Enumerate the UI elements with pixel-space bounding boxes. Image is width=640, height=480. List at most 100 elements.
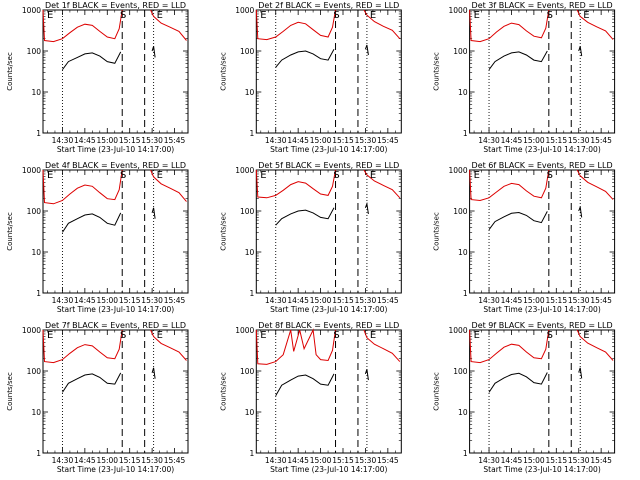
x-tick-label: 15:30: [355, 456, 377, 465]
x-tick-label: 15:45: [377, 456, 399, 465]
plot-frame: [469, 9, 616, 134]
plot-frame: [255, 169, 402, 294]
lld-series-line: [469, 9, 550, 43]
detector-panel: Det 7f BLACK = Events, RED = LLD 1 10 100 10…: [6, 321, 189, 474]
flag-annotation: S: [333, 170, 339, 181]
events-series-line: [151, 367, 156, 379]
x-tick-label: 14:30: [478, 296, 500, 305]
panel-title: Det 4f BLACK = Events, RED = LLD: [45, 161, 186, 170]
y-axis-label: Counts/sec: [433, 212, 441, 251]
x-axis-title: Start Time (23-Jul-10 14:17:00): [483, 305, 600, 314]
x-tick-label: 15:00: [96, 456, 118, 465]
x-tick-label: 15:30: [355, 296, 377, 305]
x-tick-label: 15:45: [590, 296, 612, 305]
x-tick-label: 14:45: [74, 456, 96, 465]
flag-annotation: S: [547, 170, 553, 181]
flag-annotation: E: [157, 330, 163, 341]
panel-title: Det 9f BLACK = Events, RED = LLD: [472, 321, 613, 330]
flag-annotation: S: [333, 330, 339, 341]
y-tick-label: 10: [458, 248, 468, 257]
detector-panel: Det 6f BLACK = Events, RED = LLD 1 10 100 10…: [433, 161, 616, 314]
events-series-line: [275, 49, 335, 68]
flag-annotation: E: [157, 170, 163, 181]
x-tick-label: 15:45: [590, 456, 612, 465]
lld-series-line: [42, 169, 123, 205]
x-axis-title: Start Time (23-Jul-10 14:17:00): [270, 465, 387, 474]
x-axis-title: Start Time (23-Jul-10 14:17:00): [57, 145, 174, 154]
x-tick-label: 14:45: [74, 296, 96, 305]
x-tick-label: 15:15: [332, 456, 354, 465]
events-series-line: [578, 46, 583, 57]
x-tick-label: 15:15: [332, 136, 354, 145]
y-tick-label: 1000: [449, 166, 468, 175]
events-series-line: [578, 206, 583, 218]
x-tick-label: 15:45: [164, 296, 186, 305]
x-tick-label: 15:45: [164, 136, 186, 145]
detector-panel: Det 9f BLACK = Events, RED = LLD 1 10 100 10…: [433, 321, 616, 474]
y-tick-label: 1000: [22, 326, 41, 335]
plot-frame: [255, 9, 402, 134]
x-tick-label: 15:15: [332, 296, 354, 305]
detector-panel: Det 8f BLACK = Events, RED = LLD 1 10 100 10…: [219, 321, 402, 474]
x-tick-label: 15:15: [545, 136, 567, 145]
lld-series-line: [576, 169, 614, 200]
lld-series-line: [42, 9, 123, 43]
x-tick-label: 14:30: [265, 456, 287, 465]
y-tick-label: 100: [453, 367, 468, 376]
x-tick-label: 15:30: [141, 456, 163, 465]
events-series-line: [364, 201, 369, 214]
x-tick-label: 15:00: [523, 296, 545, 305]
events-series-line: [488, 50, 548, 70]
y-tick-label: 10: [31, 408, 41, 417]
plot-frame: [42, 169, 189, 294]
y-tick-label: 1: [36, 449, 41, 458]
x-tick-label: 15:15: [119, 136, 141, 145]
flag-annotation: E: [474, 330, 480, 341]
y-tick-label: 10: [245, 408, 255, 417]
x-tick-label: 15:00: [310, 456, 332, 465]
x-tick-label: 15:45: [377, 136, 399, 145]
flag-annotation: E: [260, 10, 266, 21]
x-tick-label: 15:30: [568, 136, 590, 145]
x-tick-label: 15:30: [141, 136, 163, 145]
plot-frame: [42, 329, 189, 454]
flag-annotation: E: [370, 10, 376, 21]
flag-annotation: S: [120, 170, 126, 181]
x-axis-title: Start Time (23-Jul-10 14:17:00): [270, 145, 387, 154]
x-tick-label: 14:45: [501, 296, 523, 305]
y-tick-label: 10: [31, 88, 41, 97]
x-tick-label: 15:45: [590, 136, 612, 145]
flag-annotation: E: [157, 10, 163, 21]
y-tick-label: 100: [240, 207, 255, 216]
y-tick-label: 100: [240, 47, 255, 56]
y-tick-label: 1000: [22, 6, 41, 15]
flag-annotation: E: [260, 330, 266, 341]
y-tick-label: 1: [463, 289, 468, 298]
y-tick-label: 1: [250, 289, 255, 298]
x-tick-label: 14:45: [501, 456, 523, 465]
events-series-line: [151, 46, 156, 58]
x-tick-label: 15:45: [377, 296, 399, 305]
flag-annotation: E: [583, 330, 589, 341]
y-axis-label: Counts/sec: [6, 212, 14, 251]
y-tick-label: 100: [27, 367, 42, 376]
flag-annotation: E: [47, 330, 53, 341]
panel-title: Det 7f BLACK = Events, RED = LLD: [45, 321, 186, 330]
panel-title: Det 3f BLACK = Events, RED = LLD: [472, 1, 613, 10]
x-tick-label: 14:45: [287, 136, 309, 145]
panel-title: Det 1f BLACK = Events, RED = LLD: [45, 1, 186, 10]
events-series-line: [275, 373, 335, 396]
x-tick-label: 15:15: [119, 296, 141, 305]
panel-title: Det 8f BLACK = Events, RED = LLD: [258, 321, 399, 330]
flag-annotation: E: [474, 170, 480, 181]
panel-title: Det 2f BLACK = Events, RED = LLD: [258, 1, 399, 10]
y-tick-label: 1: [36, 289, 41, 298]
x-axis-title: Start Time (23-Jul-10 14:17:00): [57, 305, 174, 314]
y-axis-label: Counts/sec: [433, 52, 441, 91]
flag-annotation: S: [547, 330, 553, 341]
events-series-line: [275, 207, 335, 226]
plot-frame: [469, 169, 616, 294]
y-axis-label: Counts/sec: [433, 372, 441, 411]
flag-annotation: E: [47, 10, 53, 21]
